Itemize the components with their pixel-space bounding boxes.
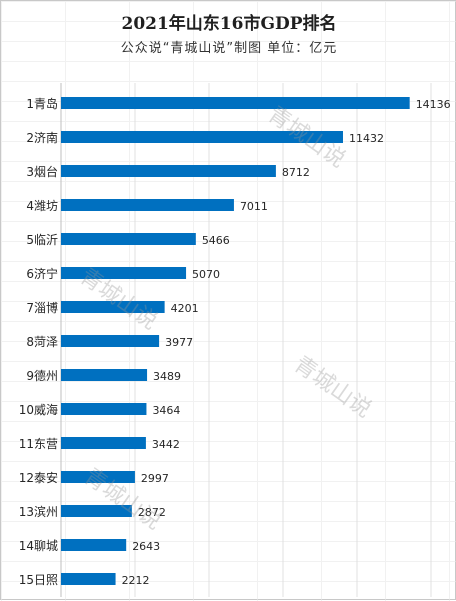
- bar: [61, 369, 148, 381]
- bar: [61, 471, 135, 483]
- data-label: 2997: [141, 472, 169, 485]
- category-label: 9德州: [26, 368, 58, 383]
- data-label: 7011: [240, 200, 268, 213]
- data-label: 3977: [165, 336, 193, 349]
- bar: [61, 199, 234, 211]
- bar: [61, 301, 165, 313]
- data-label: 3489: [153, 370, 181, 383]
- data-label: 11432: [349, 132, 384, 145]
- category-label: 6济宁: [26, 266, 58, 281]
- data-label: 2212: [122, 574, 150, 587]
- bar: [61, 165, 276, 177]
- category-label: 7淄博: [26, 300, 58, 315]
- data-label: 2643: [132, 540, 160, 553]
- data-label: 5466: [202, 234, 230, 247]
- bar: [61, 131, 343, 143]
- bar: [61, 403, 147, 415]
- category-label: 2济南: [26, 130, 58, 145]
- category-label: 11东营: [19, 437, 58, 451]
- data-label: 3464: [152, 404, 180, 417]
- data-label: 2872: [138, 506, 166, 519]
- bar: [61, 539, 127, 551]
- category-label: 14聊城: [19, 539, 58, 553]
- category-label: 8菏泽: [26, 335, 58, 349]
- bar: [61, 573, 116, 585]
- data-label: 5070: [192, 268, 220, 281]
- category-label: 13滨州: [19, 504, 58, 519]
- bar: [61, 97, 410, 109]
- data-label: 3442: [152, 438, 180, 451]
- bar: [61, 505, 132, 517]
- bar: [61, 437, 146, 449]
- chart-title: 2021年山东16市GDP排名: [121, 14, 337, 34]
- category-label: 15日照: [19, 573, 58, 587]
- bar: [61, 267, 187, 279]
- category-label: 5临沂: [26, 233, 58, 247]
- data-label: 8712: [282, 166, 310, 179]
- category-label: 10威海: [19, 402, 58, 417]
- data-label: 4201: [171, 302, 199, 315]
- data-label: 14136: [416, 98, 451, 111]
- category-label: 12泰安: [19, 470, 58, 485]
- category-label: 3烟台: [26, 164, 58, 179]
- bar: [61, 233, 196, 245]
- category-label: 4潍坊: [26, 198, 58, 213]
- bar: [61, 335, 160, 347]
- chart-subtitle: 公众说“青城山说”制图 单位：亿元: [120, 41, 338, 56]
- category-label: 1青岛: [26, 96, 58, 111]
